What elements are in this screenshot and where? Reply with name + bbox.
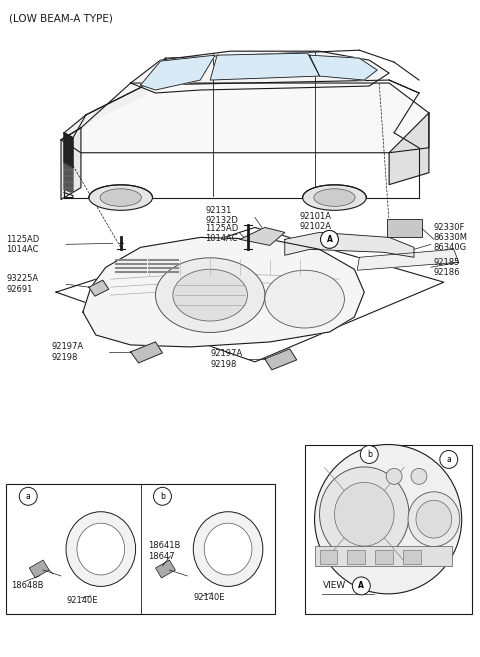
Text: A: A (326, 235, 333, 244)
Ellipse shape (193, 512, 263, 587)
Text: 1125AD
1014AC: 1125AD 1014AC (205, 223, 239, 243)
Text: 92330F: 92330F (434, 223, 465, 232)
Text: 18648B: 18648B (12, 581, 44, 591)
Polygon shape (61, 83, 429, 152)
Bar (403, 550, 421, 564)
Ellipse shape (173, 269, 248, 321)
Circle shape (19, 487, 37, 505)
Text: a: a (446, 455, 451, 464)
Bar (320, 550, 337, 564)
Polygon shape (61, 128, 81, 200)
Text: 92185
92186: 92185 92186 (434, 258, 460, 277)
Bar (375, 550, 393, 564)
Polygon shape (64, 133, 73, 168)
Polygon shape (131, 51, 389, 93)
Text: (LOW BEAM-A TYPE): (LOW BEAM-A TYPE) (9, 13, 113, 24)
Bar (305, 445, 472, 614)
Bar (6, 484, 275, 614)
Ellipse shape (100, 189, 142, 206)
Bar (314, 546, 452, 566)
Text: 18641B
18647: 18641B 18647 (148, 541, 181, 561)
Ellipse shape (66, 512, 136, 587)
Polygon shape (285, 233, 414, 258)
Polygon shape (156, 560, 175, 578)
Text: 1125AD
1014AC: 1125AD 1014AC (6, 235, 40, 254)
Text: 92131
92132D: 92131 92132D (205, 206, 238, 225)
Polygon shape (240, 227, 285, 245)
Circle shape (411, 468, 427, 484)
Polygon shape (357, 250, 459, 270)
Ellipse shape (204, 523, 252, 575)
Ellipse shape (89, 185, 153, 210)
Polygon shape (83, 237, 364, 347)
Text: 92197A
92198: 92197A 92198 (51, 342, 83, 361)
Polygon shape (64, 85, 145, 138)
Ellipse shape (302, 185, 366, 210)
Text: b: b (367, 450, 372, 459)
Ellipse shape (77, 523, 125, 575)
Text: 92197A
92198: 92197A 92198 (210, 349, 242, 369)
Polygon shape (64, 163, 73, 193)
Text: 86330M
86340G: 86330M 86340G (434, 233, 468, 252)
Polygon shape (389, 113, 429, 185)
Text: 92140E: 92140E (193, 593, 225, 602)
Text: b: b (160, 492, 165, 501)
Ellipse shape (156, 258, 265, 332)
Ellipse shape (265, 270, 344, 328)
Text: VIEW: VIEW (323, 581, 346, 591)
Polygon shape (310, 55, 377, 80)
Circle shape (352, 577, 370, 595)
Text: 92140E: 92140E (66, 597, 97, 605)
Bar (348, 550, 365, 564)
Text: A: A (359, 581, 364, 591)
Ellipse shape (314, 189, 355, 206)
Polygon shape (131, 342, 162, 363)
Polygon shape (89, 280, 109, 296)
Polygon shape (141, 55, 215, 90)
Ellipse shape (416, 500, 452, 538)
Polygon shape (265, 349, 297, 370)
Ellipse shape (320, 467, 409, 562)
Bar (387, 219, 422, 237)
Circle shape (360, 445, 378, 463)
Ellipse shape (408, 492, 460, 547)
Ellipse shape (335, 482, 394, 546)
Circle shape (440, 451, 458, 468)
Circle shape (386, 468, 402, 484)
Text: 93225A
92691: 93225A 92691 (6, 275, 38, 294)
Ellipse shape (314, 445, 462, 594)
Polygon shape (29, 560, 49, 578)
Circle shape (321, 231, 338, 248)
Text: 92101A
92102A: 92101A 92102A (300, 212, 332, 231)
Circle shape (154, 487, 171, 505)
Polygon shape (210, 53, 320, 80)
Text: a: a (26, 492, 31, 501)
